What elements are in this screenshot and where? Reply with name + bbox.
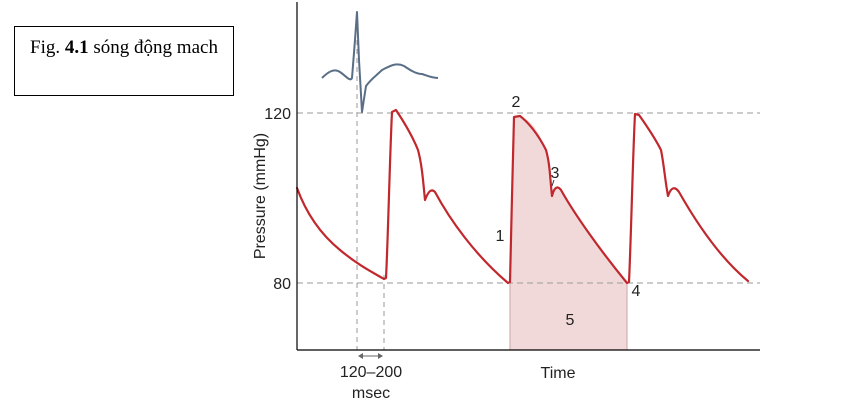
annotation-3: 3 — [551, 165, 560, 182]
caption-text: sóng động mach — [88, 37, 218, 58]
pressure-curve — [295, 108, 750, 285]
interval-arrow-head-right — [378, 353, 383, 359]
y-tick-120: 120 — [264, 106, 291, 123]
annotation-5: 5 — [566, 312, 575, 329]
interval-arrow-head-left — [358, 353, 363, 359]
x-axis-label: Time — [541, 365, 576, 382]
y-axis-label: Pressure (mmHg) — [252, 133, 269, 259]
annotation-2: 2 — [512, 94, 521, 111]
annotation-4: 4 — [632, 283, 641, 300]
figure-caption: Fig. 4.1 sóng động mach — [14, 26, 234, 96]
interval-label-value: 120–200 — [340, 364, 402, 381]
annotation-1: 1 — [496, 228, 505, 245]
ecg-trace — [321, 11, 439, 113]
interval-label-unit: msec — [352, 385, 390, 402]
caption-prefix: Fig. — [30, 37, 65, 58]
caption-number: 4.1 — [64, 37, 89, 58]
y-tick-80: 80 — [273, 276, 291, 293]
region-5-fill — [510, 117, 627, 350]
annotation-3-pointer — [551, 179, 555, 187]
